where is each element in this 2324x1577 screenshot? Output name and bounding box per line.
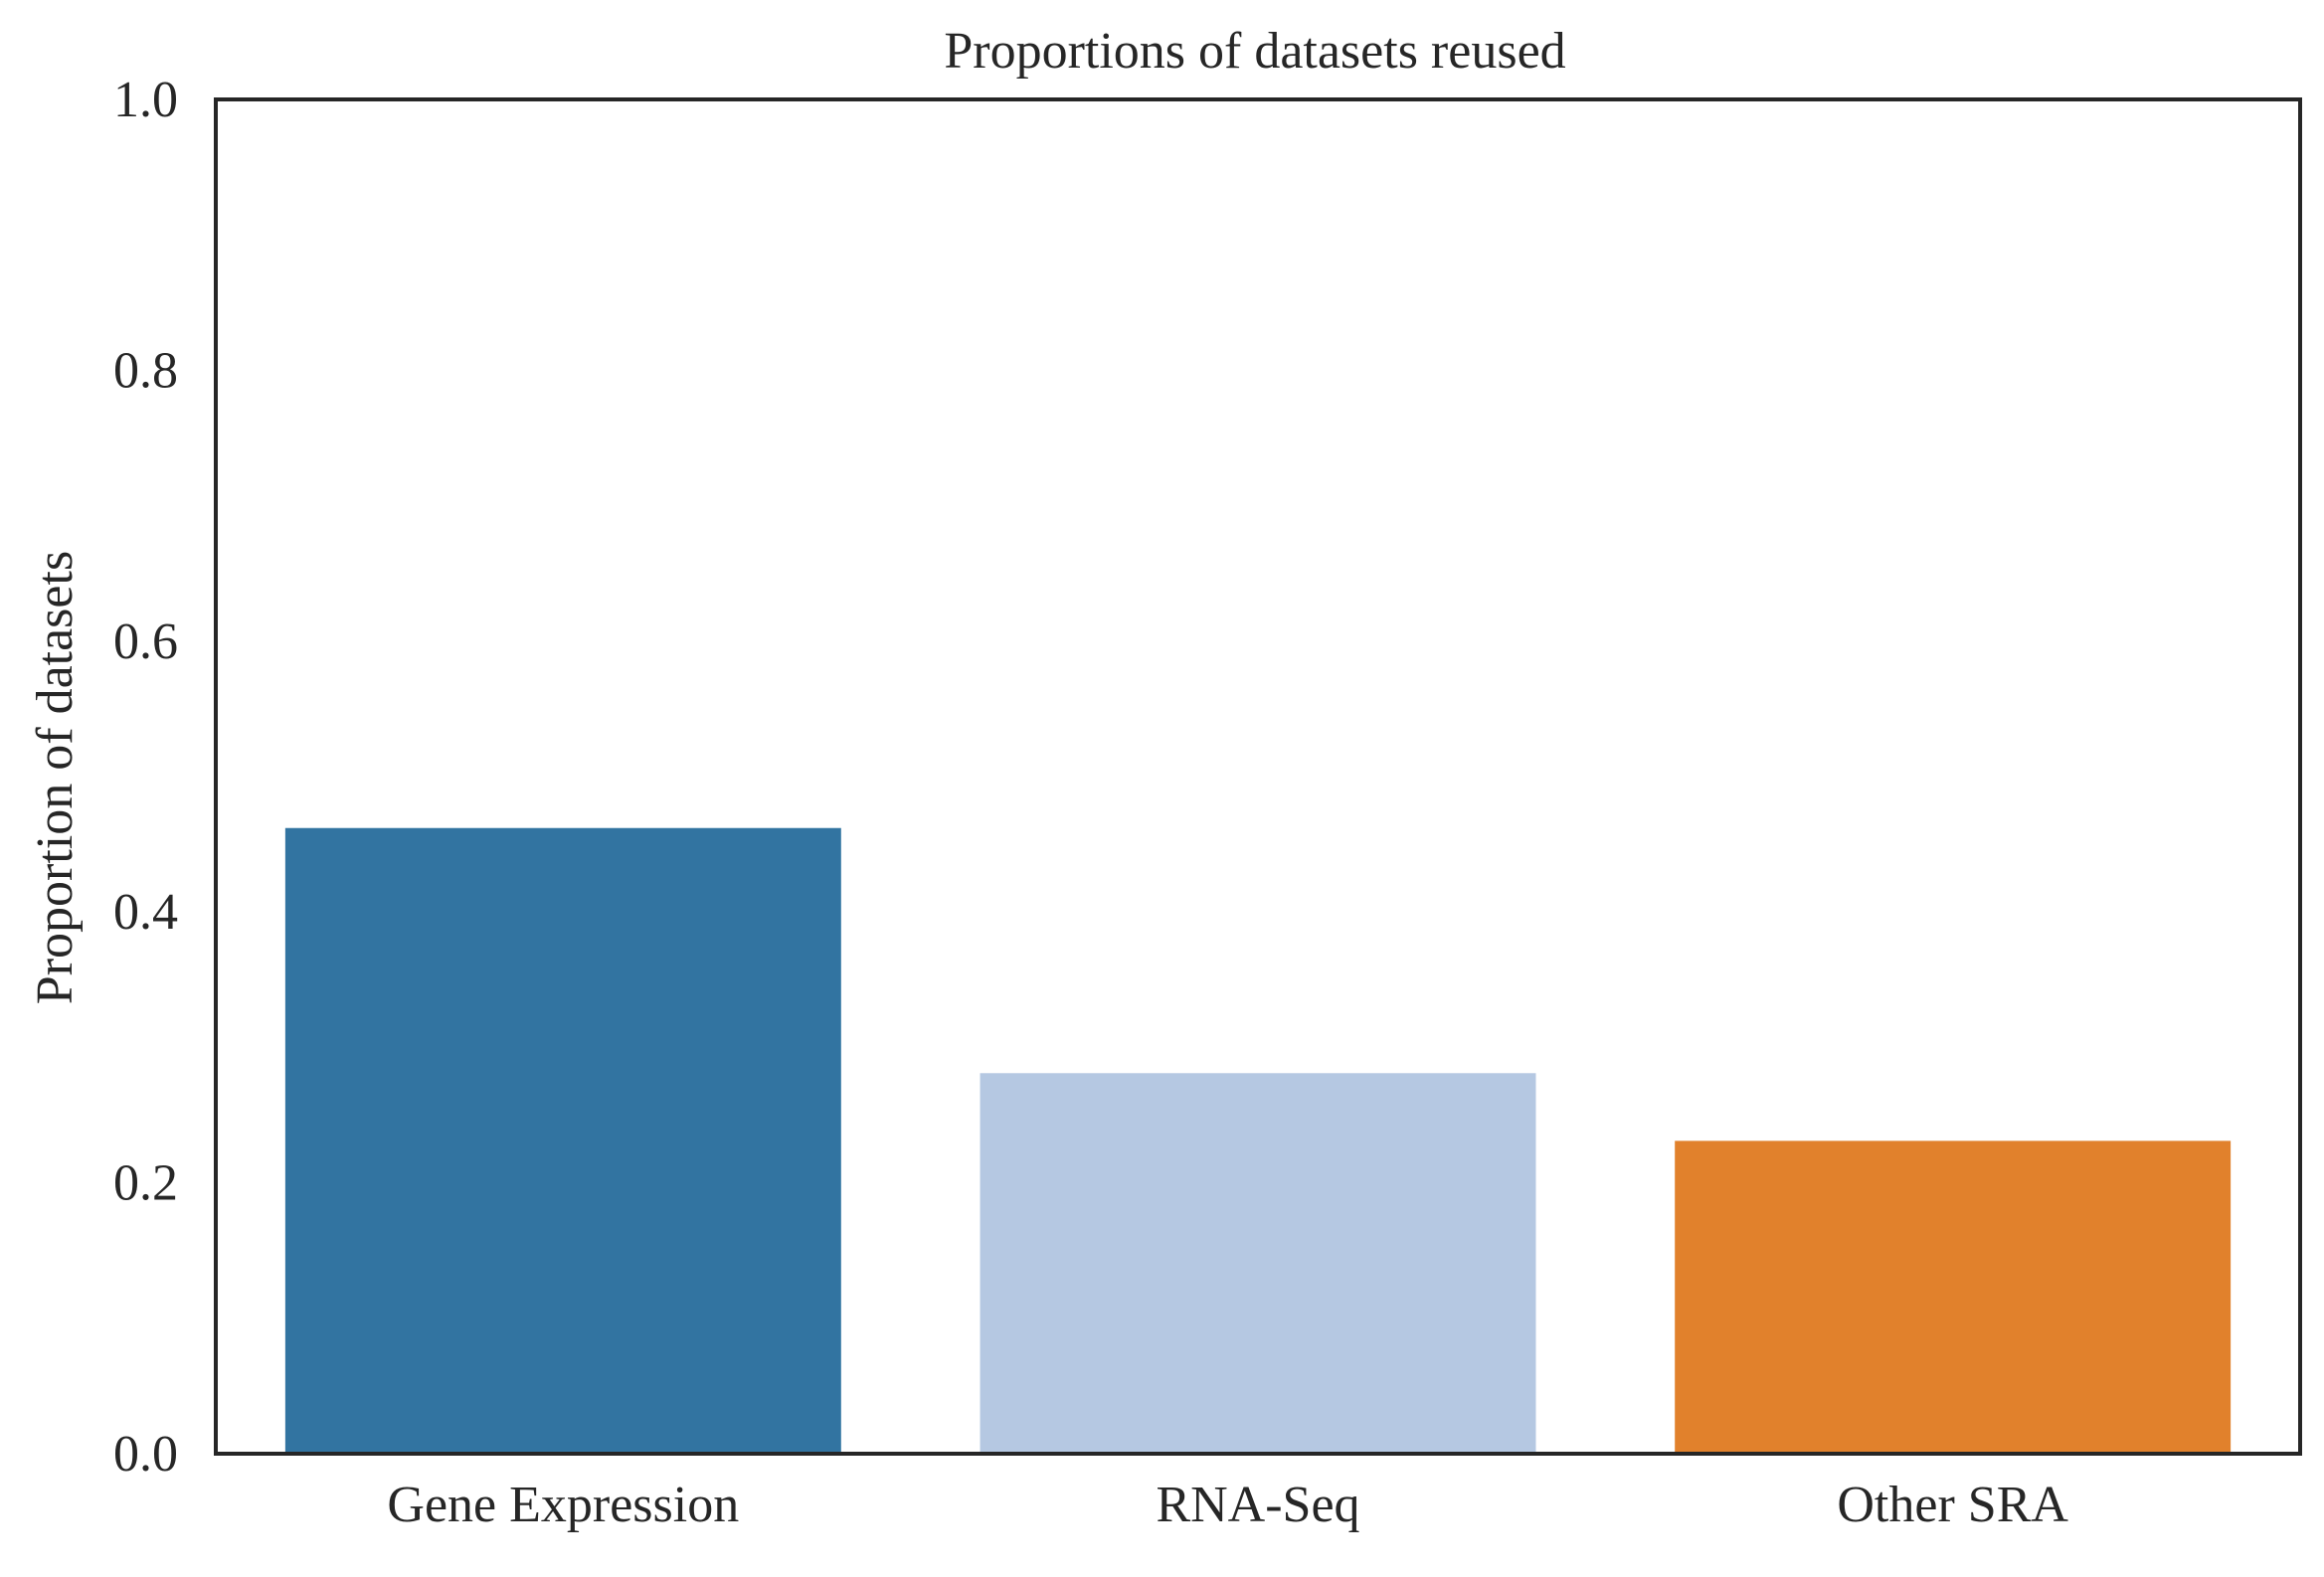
- bar-gene-expression: [284, 827, 841, 1454]
- y-tick-label: 0.6: [113, 613, 178, 670]
- x-tick-label: Other SRA: [1837, 1477, 2068, 1533]
- y-axis-label: Proportion of datasets: [27, 551, 84, 1004]
- x-axis-ticks: Gene Expression RNA-Seq Other SRA: [387, 1477, 2068, 1533]
- y-tick-label: 1.0: [113, 72, 178, 128]
- y-tick-label: 0.8: [113, 342, 178, 399]
- x-tick-label: Gene Expression: [387, 1477, 739, 1533]
- y-tick-label: 0.2: [113, 1155, 178, 1212]
- plot-area-frame: [214, 97, 2302, 1456]
- y-tick-label: 0.4: [113, 884, 178, 941]
- x-tick-label: RNA-Seq: [1156, 1477, 1359, 1533]
- y-tick-label: 0.0: [113, 1426, 178, 1483]
- y-axis-ticks: 0.0 0.2 0.4 0.6 0.8 1.0: [113, 72, 178, 1483]
- bar-other-sra: [1675, 1140, 2232, 1454]
- bar-rna-seq: [980, 1073, 1536, 1454]
- bars-group: [284, 827, 2232, 1454]
- chart-title: Proportions of datasets reused: [944, 23, 1565, 80]
